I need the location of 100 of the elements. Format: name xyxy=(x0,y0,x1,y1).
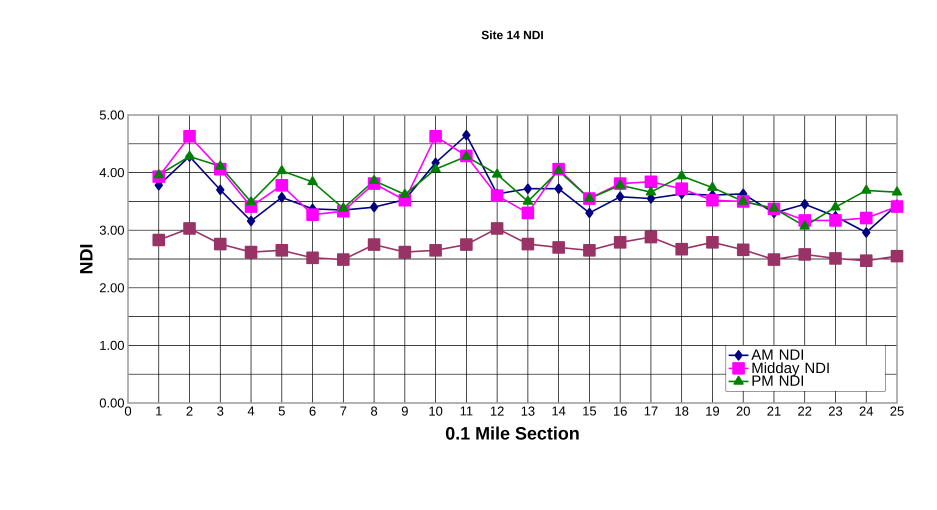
point xyxy=(861,184,872,194)
y-tick-label: 1.00 xyxy=(100,340,124,350)
x-tick-label: 19 xyxy=(706,406,720,416)
point xyxy=(307,176,318,186)
point xyxy=(276,165,287,174)
x-tick-label: 3 xyxy=(217,406,224,416)
point xyxy=(706,194,719,207)
point xyxy=(215,160,226,170)
point xyxy=(890,250,904,262)
point xyxy=(706,236,719,249)
point xyxy=(522,238,534,250)
point xyxy=(278,192,286,203)
point xyxy=(798,248,812,261)
legend-label: AM NDI xyxy=(751,349,804,360)
x-tick-label: 15 xyxy=(583,406,596,416)
point xyxy=(675,182,688,196)
point xyxy=(276,178,288,192)
point xyxy=(183,222,196,235)
point xyxy=(214,238,227,250)
x-tick-label: 7 xyxy=(340,406,346,416)
point xyxy=(460,238,473,251)
point xyxy=(800,220,810,230)
point xyxy=(524,183,532,194)
y-tick-label: 0.00 xyxy=(100,398,124,408)
y-tick-label: 4.00 xyxy=(100,168,124,178)
legend-label: PM NDI xyxy=(752,376,804,386)
x-tick-label: 5 xyxy=(278,406,285,416)
point xyxy=(429,244,442,257)
point xyxy=(490,189,504,202)
x-tick-label: 9 xyxy=(402,406,408,416)
point xyxy=(522,196,534,205)
x-tick-label: 0 xyxy=(124,406,132,416)
point xyxy=(862,227,870,238)
point xyxy=(829,252,842,265)
point xyxy=(583,244,596,257)
point xyxy=(736,243,750,256)
point xyxy=(616,191,624,202)
y-axis-title: NDI xyxy=(80,244,92,274)
point xyxy=(675,242,688,256)
x-tick-label: 23 xyxy=(828,406,842,416)
point xyxy=(644,176,658,188)
x-tick-label: 8 xyxy=(371,406,378,416)
y-tick-label: 3.00 xyxy=(100,226,124,235)
point xyxy=(338,202,348,212)
x-tick-label: 6 xyxy=(310,406,316,416)
point xyxy=(522,206,534,220)
y-tick-label: 5.00 xyxy=(100,110,124,120)
point xyxy=(276,244,288,257)
point xyxy=(430,163,441,172)
x-tick-label: 12 xyxy=(490,406,504,416)
x-tick-label: 18 xyxy=(675,406,688,416)
point xyxy=(154,169,164,178)
x-tick-label: 16 xyxy=(614,406,627,416)
point xyxy=(368,238,380,251)
point xyxy=(244,246,258,258)
x-tick-label: 13 xyxy=(522,406,535,416)
point xyxy=(768,202,780,212)
x-tick-label: 11 xyxy=(460,406,472,416)
point xyxy=(644,230,658,244)
y-tick-label: 2.00 xyxy=(100,283,124,292)
point xyxy=(830,201,841,210)
point xyxy=(890,200,904,213)
point xyxy=(554,165,564,174)
x-tick-label: 22 xyxy=(798,406,812,416)
legend-label: Midday NDI xyxy=(752,362,829,376)
point xyxy=(246,196,256,206)
point xyxy=(676,170,687,180)
x-tick-label: 20 xyxy=(736,406,750,416)
point xyxy=(306,208,319,221)
point xyxy=(490,222,504,235)
point xyxy=(246,216,256,226)
point xyxy=(429,130,442,143)
point xyxy=(768,253,780,266)
x-tick-label: 21 xyxy=(767,406,781,416)
point xyxy=(368,174,380,184)
point xyxy=(614,236,626,249)
point xyxy=(860,254,873,268)
point xyxy=(492,168,502,178)
point xyxy=(707,182,718,191)
x-tick-label: 25 xyxy=(890,406,904,416)
point xyxy=(800,198,809,210)
x-tick-label: 24 xyxy=(860,406,874,416)
x-tick-label: 14 xyxy=(552,406,566,416)
point xyxy=(554,183,563,194)
point xyxy=(738,196,748,205)
chart-title: Site 14 NDI xyxy=(482,30,543,40)
x-tick-label: 10 xyxy=(429,406,442,416)
point xyxy=(462,130,471,140)
x-tick-label: 17 xyxy=(644,406,658,416)
x-tick-label: 4 xyxy=(248,406,254,416)
x-tick-label: 1 xyxy=(156,406,162,416)
point xyxy=(183,130,196,143)
point xyxy=(585,208,594,218)
point xyxy=(216,184,224,196)
point xyxy=(152,234,166,246)
point xyxy=(646,186,656,196)
point xyxy=(552,241,565,254)
point xyxy=(829,214,842,227)
point xyxy=(461,150,472,160)
x-tick-label: 2 xyxy=(186,406,192,416)
